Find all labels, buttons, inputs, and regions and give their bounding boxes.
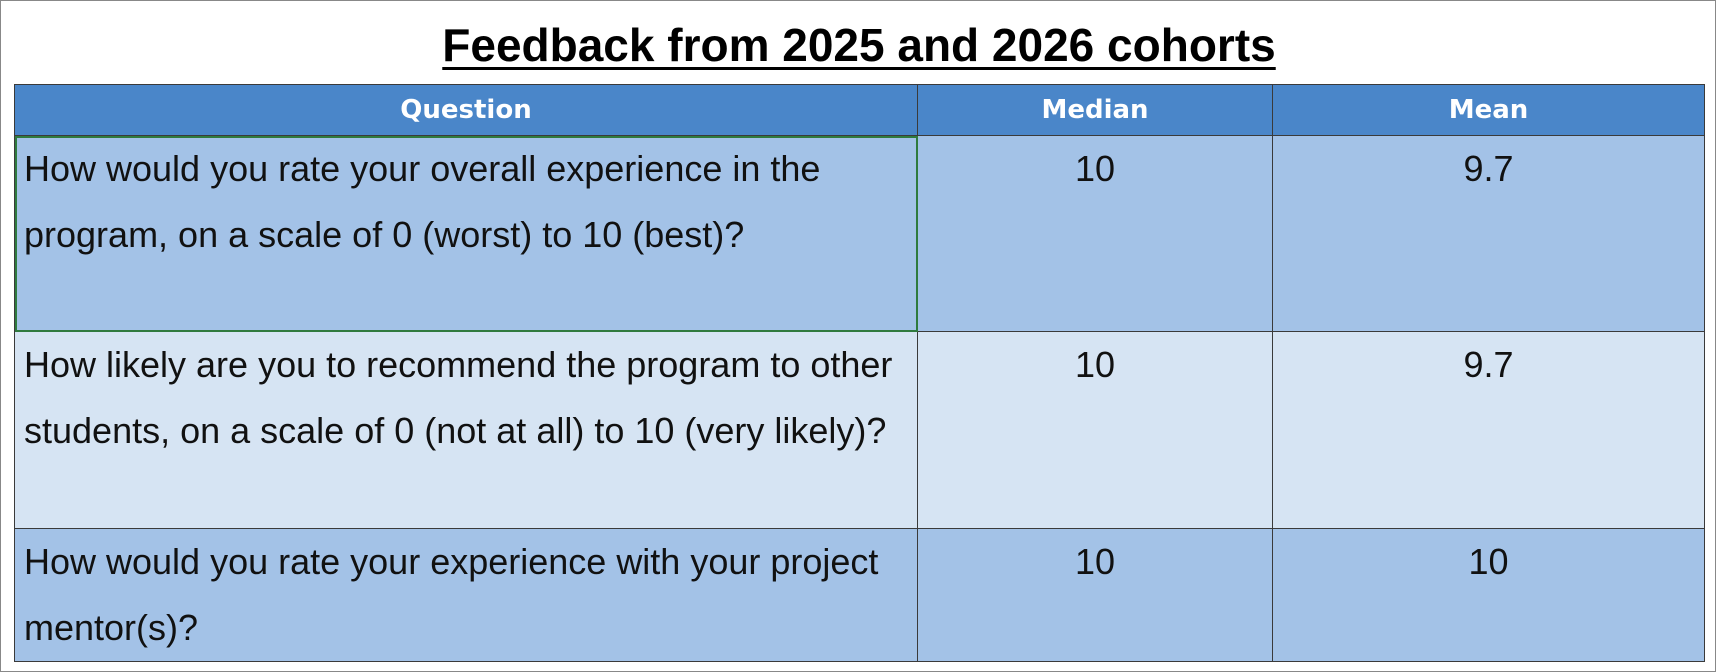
column-header: Median xyxy=(917,84,1273,136)
table-title: Feedback from 2025 and 2026 cohorts xyxy=(442,19,1276,71)
table-row: How likely are you to recommend the prog… xyxy=(14,331,1705,529)
feedback-table: Question Median Mean How would you rate … xyxy=(14,84,1705,662)
median-cell: 10 xyxy=(917,135,1273,332)
column-header: Mean xyxy=(1272,84,1705,136)
question-cell: How likely are you to recommend the prog… xyxy=(14,331,918,529)
mean-cell: 9.7 xyxy=(1272,135,1705,332)
question-cell: How would you rate your overall experien… xyxy=(14,135,918,332)
median-cell: 10 xyxy=(917,528,1273,662)
question-cell: How would you rate your experience with … xyxy=(14,528,918,662)
table-row: How would you rate your experience with … xyxy=(14,528,1705,662)
header-row: Question Median Mean xyxy=(14,84,1705,136)
mean-cell: 10 xyxy=(1272,528,1705,662)
column-header: Question xyxy=(14,84,918,136)
median-cell: 10 xyxy=(917,331,1273,529)
table-row: How would you rate your overall experien… xyxy=(14,135,1705,332)
mean-cell: 9.7 xyxy=(1272,331,1705,529)
